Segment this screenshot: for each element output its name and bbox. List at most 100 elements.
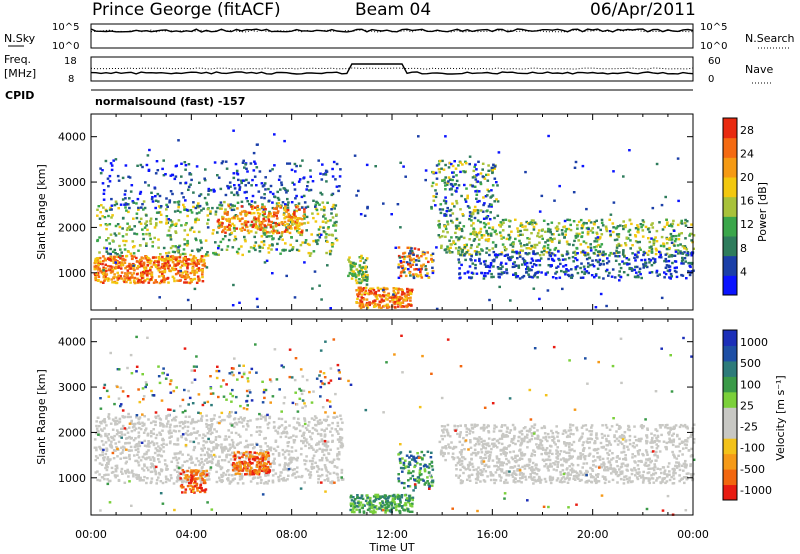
velocity-echo [279,474,282,477]
power-echo [440,246,443,249]
velocity-echo [249,466,253,469]
power-echo [131,257,134,260]
power-echo [306,205,310,208]
velocity-echo [100,422,103,425]
velocity-echo [326,415,330,418]
power-echo [643,258,647,262]
power-echo [358,301,361,305]
power-echo [301,241,304,244]
power-echo [472,227,475,230]
power-echo [489,262,493,265]
power-echo [645,265,649,269]
power-echo [267,199,271,202]
power-echo [171,275,175,278]
velocity-echo [189,458,193,461]
power-echo [525,261,529,265]
power-echo [331,234,334,237]
power-echo [165,215,169,218]
power-echo [474,267,477,270]
power-echo [590,274,594,277]
power-echo [291,220,294,224]
power-echo [173,223,177,226]
velocity-echo [163,459,167,462]
power-echo [290,227,293,230]
power-echo [372,300,375,303]
velocity-echo [271,469,275,472]
power-echo [475,235,479,238]
power-echo [221,160,225,163]
power-echo [138,192,142,195]
velocity-echo [228,411,232,414]
velocity-echo [238,456,241,459]
power-echo [276,190,279,194]
power-echo [303,217,306,220]
power-echo [585,227,589,230]
power-echo [148,232,151,236]
velocity-echo [107,417,111,420]
velocity-echo [180,435,183,438]
power-echo [277,231,281,234]
power-echo [324,173,328,176]
velocity-echo [177,474,180,477]
power-echo [532,287,536,290]
velocity-echo [283,396,287,399]
power-echo [622,251,625,254]
power-echo [563,225,567,228]
power-echo [446,206,449,210]
power-echo [293,183,296,186]
velocity-echo [106,458,109,461]
power-echo [563,219,567,223]
velocity-echo [158,473,161,476]
power-echo [378,300,382,303]
power-echo [131,200,135,203]
velocity-echo [224,473,228,476]
power-echo [149,219,152,223]
power-echo [137,208,140,211]
power-echo [251,207,254,211]
velocity-echo [105,449,109,452]
power-echo [431,260,434,263]
power-echo [288,215,291,218]
velocity-echo [174,456,177,459]
velocity-echo [201,436,205,440]
velocity-echo [335,466,339,469]
power-echo [303,201,307,204]
velocity-echo [169,440,172,443]
power-echo [256,208,259,212]
power-echo [195,165,199,168]
velocity-echo [253,459,257,462]
power-echo [189,173,193,176]
velocity-echo [241,455,244,459]
power-echo [112,276,115,279]
power-echo [194,218,197,221]
velocity-echo [320,440,324,443]
power-echo [326,227,330,230]
velocity-echo [231,423,234,426]
power-echo [531,276,534,279]
power-echo [184,255,187,259]
power-echo [640,276,643,280]
power-echo [318,284,321,287]
velocity-echo [162,424,165,427]
velocity-echo [217,444,220,447]
velocity-echo [285,432,289,435]
velocity-echo [160,443,164,447]
power-echo [417,135,420,138]
velocity-echo [295,427,298,430]
power-echo [488,218,492,221]
power-echo [131,240,135,243]
velocity-echo [190,476,193,480]
power-echo [468,162,471,166]
power-echo [615,233,619,236]
velocity-echo [132,473,135,476]
power-echo [397,296,400,299]
velocity-echo [312,448,315,451]
power-echo [260,196,263,199]
velocity-echo [155,442,159,445]
power-echo [305,215,309,219]
power-echo [368,287,372,291]
velocity-echo [280,417,284,421]
power-echo [127,210,130,214]
power-echo [151,240,155,244]
velocity-echo [252,473,256,476]
